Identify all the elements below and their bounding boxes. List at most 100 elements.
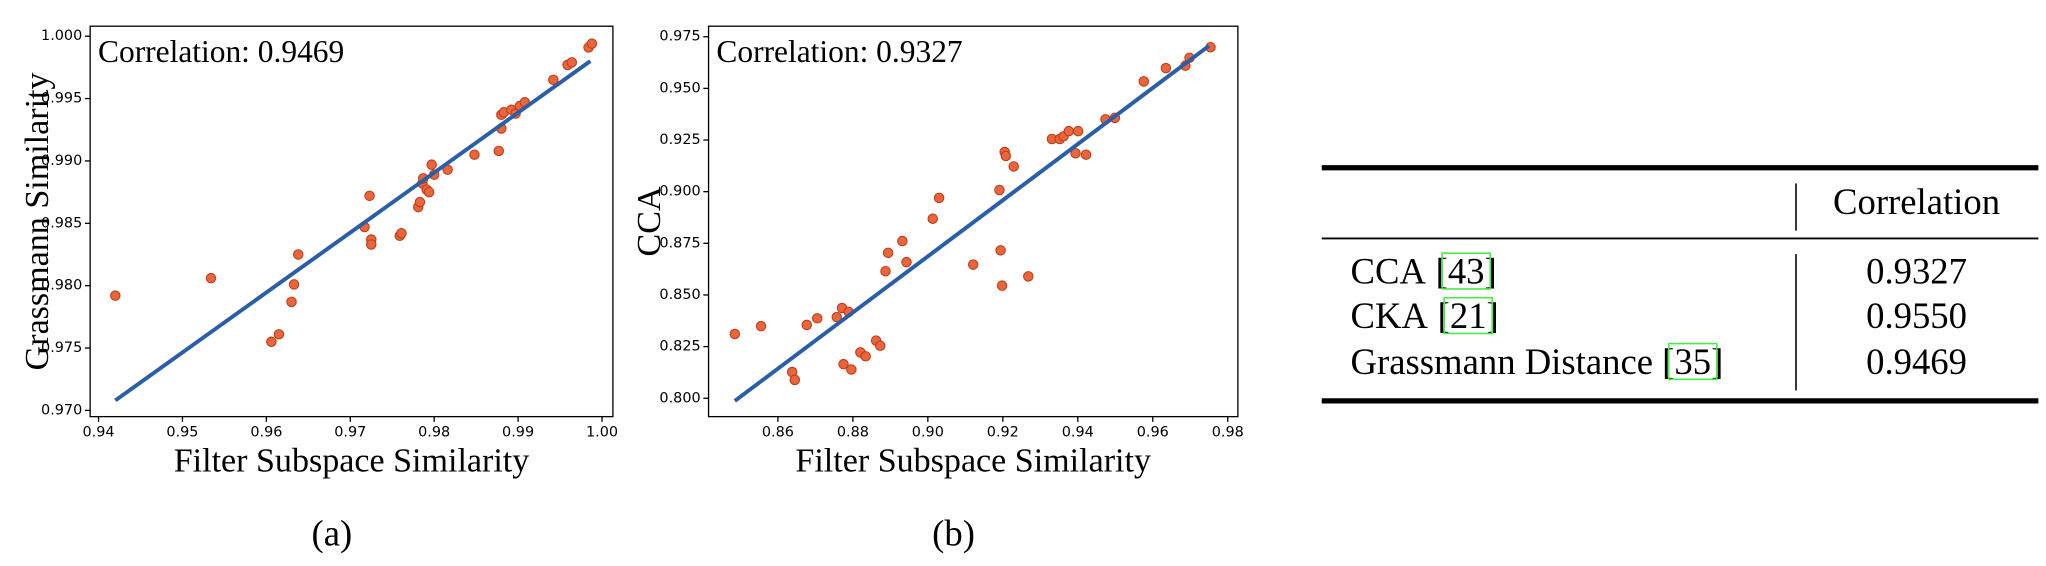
y-tick-label: 0.985	[41, 215, 82, 231]
point	[423, 186, 435, 198]
point	[967, 259, 979, 270]
point	[1000, 150, 1012, 162]
y-tick-label: 0.975	[41, 340, 82, 356]
point	[831, 311, 843, 323]
y-tick-label: 0.990	[41, 153, 82, 169]
y-tick-label: 0.900	[659, 184, 700, 200]
point	[493, 145, 505, 157]
point	[396, 228, 407, 239]
y-tick-label: 0.800	[659, 390, 700, 406]
point	[414, 196, 426, 208]
point	[933, 192, 945, 204]
method-name: CCA	[1351, 251, 1427, 292]
point	[1072, 125, 1084, 137]
y-tick-label: 0.975	[659, 29, 700, 45]
point	[273, 329, 285, 340]
citation: [21]	[1438, 295, 1499, 336]
point	[996, 280, 1008, 291]
point	[366, 239, 377, 250]
citation: [43]	[1436, 251, 1497, 292]
y-tick-label: 0.850	[659, 287, 700, 303]
x-tick-label: 0.88	[837, 424, 869, 440]
point	[1080, 149, 1092, 160]
x-tick-label: 0.95	[166, 424, 198, 440]
x-axis-label: Filter Subspace Similarity	[174, 443, 530, 480]
point	[812, 313, 823, 324]
correlation-value: 0.9469	[1866, 341, 1967, 382]
caption: (a)	[312, 513, 353, 554]
point	[205, 272, 217, 284]
point	[801, 319, 813, 331]
y-tick-label: 0.925	[659, 132, 700, 148]
y-axis-label: Grassmann Similarity	[19, 72, 56, 370]
point	[426, 159, 437, 170]
correlation-value: 0.9550	[1866, 295, 1967, 336]
fit-line	[733, 44, 1211, 403]
point	[286, 296, 297, 308]
y-tick-label: 0.950	[659, 80, 700, 96]
y-tick-label: 1.000	[41, 28, 82, 44]
citation-box	[1667, 342, 1718, 381]
y-tick-label: 0.875	[659, 235, 700, 251]
table-header: Correlation	[1833, 181, 2000, 222]
x-axis-label: Filter Subspace Similarity	[795, 443, 1151, 480]
point	[755, 320, 767, 332]
caption: (b)	[932, 513, 975, 554]
x-tick-label: 0.96	[250, 424, 282, 440]
x-tick-label: 0.98	[1212, 424, 1244, 440]
x-tick-label: 0.92	[987, 424, 1019, 440]
citation-box	[1443, 296, 1494, 335]
point	[897, 235, 908, 247]
point	[548, 74, 559, 86]
point	[995, 245, 1006, 256]
x-tick-label: 0.98	[418, 424, 450, 440]
point	[789, 374, 801, 386]
x-tick-label: 0.97	[334, 424, 366, 440]
point	[880, 265, 891, 277]
citation-box	[1441, 252, 1491, 290]
citation: [35]	[1662, 341, 1723, 382]
annotation: Correlation: 0.9469	[98, 34, 344, 69]
plot-frame	[89, 25, 614, 418]
point	[1138, 76, 1150, 87]
plot-frame	[707, 25, 1239, 418]
x-tick-label: 0.94	[1062, 424, 1094, 440]
x-tick-label: 0.86	[762, 424, 794, 440]
point	[364, 190, 375, 202]
point	[586, 38, 598, 49]
y-tick-label: 0.970	[41, 402, 82, 418]
point	[860, 351, 871, 362]
method-name: Grassmann Distance	[1351, 341, 1653, 382]
point	[1008, 161, 1019, 172]
y-tick-label: 0.995	[41, 91, 82, 107]
point	[266, 336, 277, 348]
point	[1160, 62, 1172, 74]
point	[846, 364, 857, 375]
point	[566, 57, 578, 68]
point	[293, 249, 304, 260]
y-tick-label: 0.825	[659, 339, 700, 355]
y-tick-label: 0.980	[41, 278, 82, 294]
annotation: Correlation: 0.9327	[716, 34, 962, 69]
point	[994, 184, 1005, 196]
correlation-value: 0.9327	[1866, 251, 1967, 292]
point	[1063, 125, 1075, 137]
point	[1070, 148, 1081, 159]
point	[469, 149, 480, 160]
point	[882, 247, 894, 259]
point	[288, 279, 300, 290]
point	[838, 358, 849, 370]
x-tick-label: 0.90	[912, 424, 944, 440]
point	[901, 256, 912, 268]
point	[927, 213, 938, 224]
point	[1023, 271, 1034, 282]
x-tick-label: 0.96	[1137, 424, 1169, 440]
y-axis-label: CCA	[631, 186, 668, 256]
x-tick-label: 1.00	[586, 424, 618, 440]
point	[110, 290, 121, 301]
point	[729, 328, 741, 340]
method-name: CKA	[1351, 295, 1429, 336]
x-tick-label: 0.94	[83, 424, 115, 440]
